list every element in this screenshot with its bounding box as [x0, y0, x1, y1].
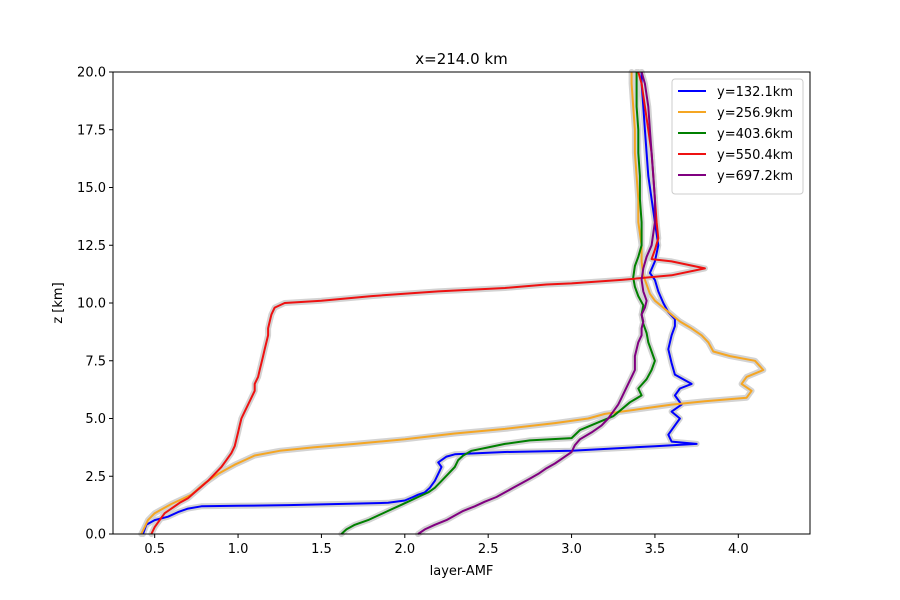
y-tick-label: 7.5 — [85, 354, 106, 369]
x-tick-label: 2.0 — [394, 542, 415, 557]
x-tick-label: 1.5 — [311, 542, 332, 557]
y-tick-label: 20.0 — [77, 66, 106, 81]
series-line-4 — [150, 71, 706, 535]
legend-label-5: y=697.2km — [717, 169, 793, 184]
x-tick-label: 3.5 — [645, 542, 666, 557]
x-tick-label: 3.0 — [561, 542, 582, 557]
x-tick-label: 0.5 — [144, 542, 165, 557]
plot-area — [138, 69, 767, 537]
y-axis-label: z [km] — [51, 282, 66, 323]
x-axis-label: layer-AMF — [430, 564, 494, 579]
y-tick-label: 10.0 — [77, 297, 106, 312]
legend-label-2: y=256.9km — [717, 106, 793, 121]
legend-box — [671, 78, 804, 195]
y-tick-label: 0.0 — [85, 528, 106, 543]
x-tick-label: 1.0 — [228, 542, 249, 557]
y-tick-label: 5.0 — [85, 412, 106, 427]
legend: y=132.1km y=256.9km y=403.6km y=550.4km y=69… — [671, 78, 804, 195]
axis-ticks: 0.5 1.0 1.5 2.0 2.5 3.0 3.5 4.0 0.0 2.5 5.0 7.5 10.0… — [77, 66, 749, 558]
legend-label-4: y=550.4km — [717, 148, 793, 163]
y-tick-label: 15.0 — [77, 181, 106, 196]
legend-label-3: y=403.6km — [717, 127, 793, 142]
legend-label-1: y=132.1km — [717, 85, 793, 100]
series-line-3 — [340, 72, 656, 535]
y-tick-label: 17.5 — [77, 123, 106, 138]
chart-title: x=214.0 km — [415, 50, 507, 68]
series-line-5 — [417, 71, 656, 535]
y-tick-label: 12.5 — [77, 239, 106, 254]
series-line-1 — [142, 72, 698, 535]
x-tick-label: 2.5 — [478, 542, 499, 557]
y-tick-label: 2.5 — [85, 470, 106, 485]
x-tick-label: 4.0 — [728, 542, 749, 557]
